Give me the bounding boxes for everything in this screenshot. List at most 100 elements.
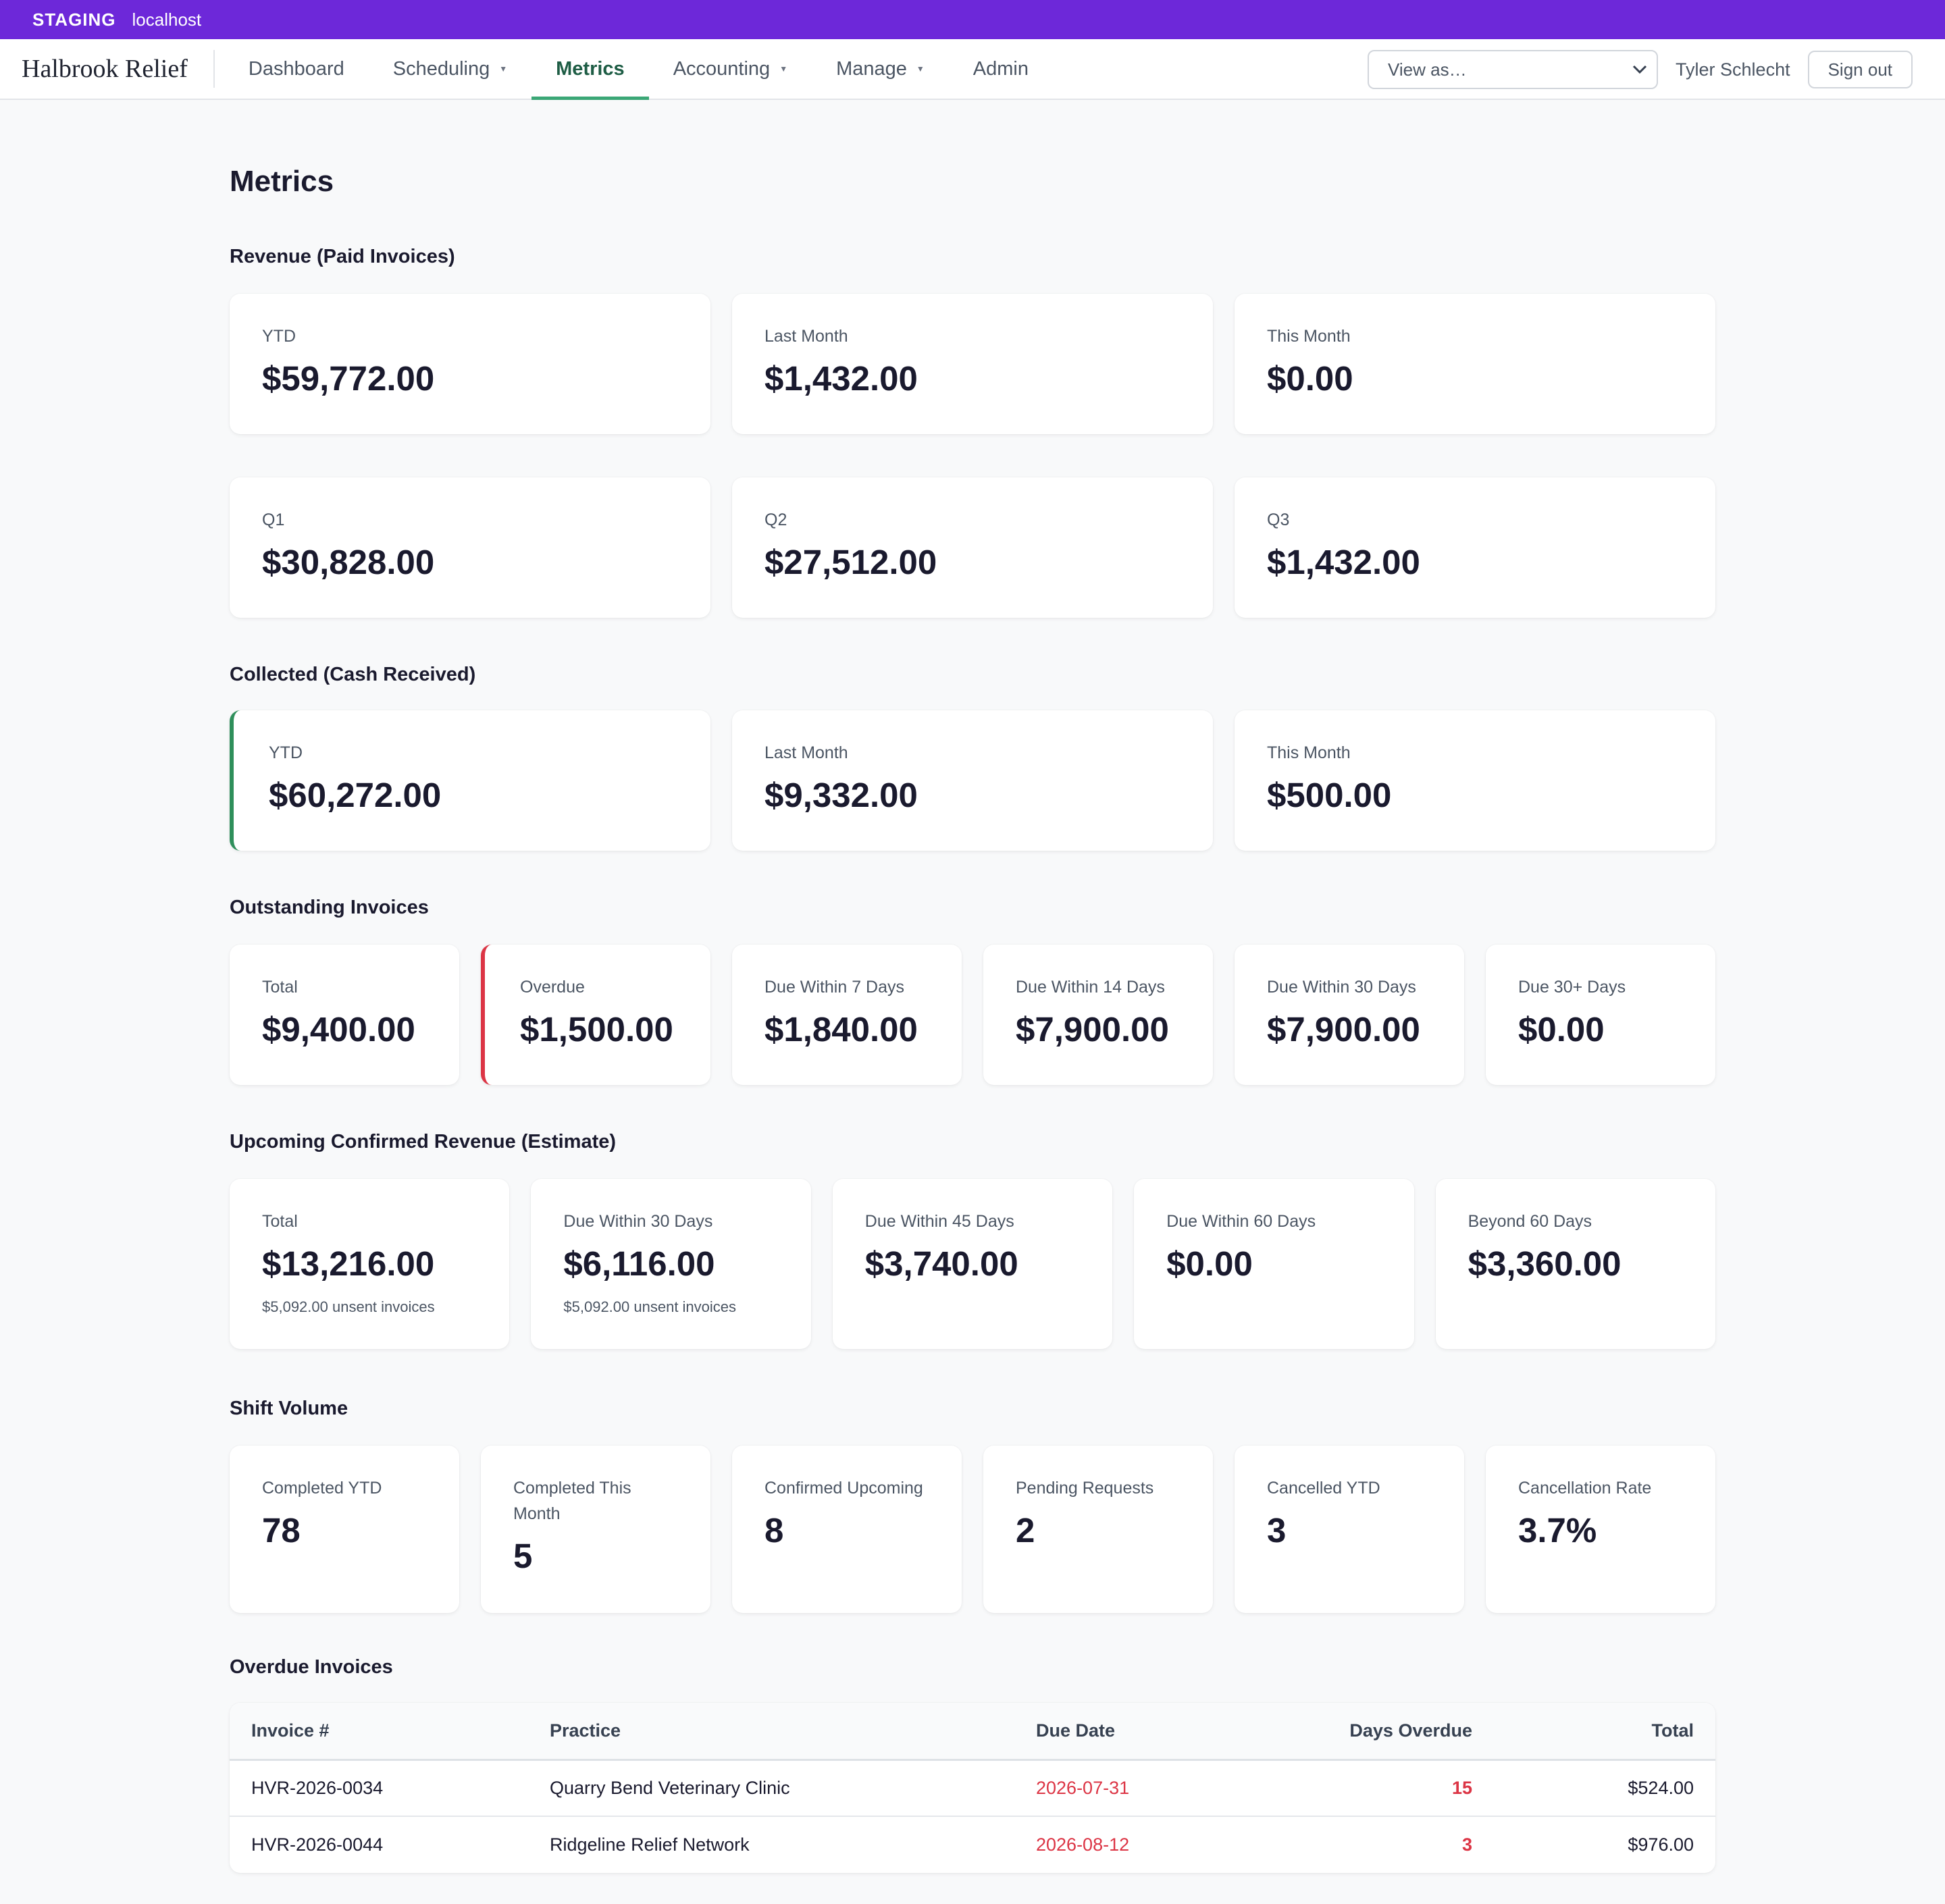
overdue-table: Invoice # Practice Due Date Days Overdue… xyxy=(230,1703,1715,1873)
metric-label: Due Within 7 Days xyxy=(764,978,905,997)
metric-value: $1,432.00 xyxy=(764,359,918,398)
section-title-upcoming: Upcoming Confirmed Revenue (Estimate) xyxy=(230,1131,617,1153)
table-row[interactable]: HVR-2026-0034 Quarry Bend Veterinary Cli… xyxy=(230,1760,1715,1817)
brand-logo[interactable]: Halbrook Relief xyxy=(0,50,215,88)
metric-value: $60,272.00 xyxy=(269,776,442,814)
section-title-shifts: Shift Volume xyxy=(230,1398,348,1419)
table-header-row: Invoice # Practice Due Date Days Overdue… xyxy=(230,1703,1715,1761)
metric-value: $6,116.00 xyxy=(563,1244,715,1283)
metric-card: Due Within 30 Days $6,116.00 $5,092.00 u… xyxy=(531,1179,811,1349)
metric-card: Q2 $27,512.00 xyxy=(732,477,1213,618)
column-header-total: Total xyxy=(1494,1703,1715,1761)
column-header-practice: Practice xyxy=(528,1703,1014,1761)
column-header-days-overdue: Days Overdue xyxy=(1264,1703,1494,1761)
metric-value: $500.00 xyxy=(1267,776,1392,814)
days-overdue: 15 xyxy=(1264,1760,1494,1817)
section-title-outstanding: Outstanding Invoices xyxy=(230,897,429,918)
metric-label: Q2 xyxy=(764,510,787,529)
metric-label: Due Within 30 Days xyxy=(563,1212,713,1231)
metric-label: Last Month xyxy=(764,327,848,346)
metric-card: Cancellation Rate 3.7% xyxy=(1486,1446,1715,1613)
invoice-total: $524.00 xyxy=(1494,1760,1715,1817)
user-name[interactable]: Tyler Schlecht xyxy=(1676,59,1790,80)
nav-item-manage[interactable]: Manage ▼ xyxy=(812,39,949,99)
view-as-value: View as… xyxy=(1388,59,1467,80)
section-title-revenue: Revenue (Paid Invoices) xyxy=(230,246,455,267)
metric-card: This Month $0.00 xyxy=(1235,294,1715,434)
metric-label: Due 30+ Days xyxy=(1518,978,1626,997)
metric-label: Due Within 45 Days xyxy=(864,1212,1014,1231)
days-overdue: 3 xyxy=(1461,1834,1472,1855)
invoice-number[interactable]: HVR-2026-0044 xyxy=(251,1834,384,1855)
metric-value: 2 xyxy=(1016,1511,1035,1550)
revenue-row-1: YTD $59,772.00 Last Month $1,432.00 This… xyxy=(230,294,1715,434)
revenue-row-2: Q1 $30,828.00 Q2 $27,512.00 Q3 $1,432.00 xyxy=(230,477,1715,618)
nav-item-scheduling[interactable]: Scheduling ▼ xyxy=(369,39,531,99)
metric-card: Due Within 30 Days $7,900.00 xyxy=(1235,945,1464,1085)
metric-label: Cancelled YTD xyxy=(1267,1479,1380,1498)
page-title: Metrics xyxy=(230,165,334,198)
metric-label: Completed This Month xyxy=(513,1479,631,1523)
metric-value: $7,900.00 xyxy=(1267,1010,1420,1049)
metric-value: $30,828.00 xyxy=(262,543,435,581)
nav-item-accounting[interactable]: Accounting ▼ xyxy=(649,39,812,99)
metric-value: $9,400.00 xyxy=(262,1010,415,1049)
nav-item-label: Dashboard xyxy=(248,57,344,80)
metric-label: YTD xyxy=(269,743,303,762)
caret-down-icon: ▼ xyxy=(779,64,788,74)
metric-label: Due Within 14 Days xyxy=(1016,978,1165,997)
metric-value: $27,512.00 xyxy=(764,543,937,581)
metric-label: Due Within 30 Days xyxy=(1267,978,1416,997)
nav-item-label: Scheduling xyxy=(392,57,490,80)
nav-item-label: Admin xyxy=(972,57,1029,80)
metric-card: Last Month $1,432.00 xyxy=(732,294,1213,434)
metric-card: Completed This Month 5 xyxy=(481,1446,710,1613)
metric-value: 78 xyxy=(262,1511,301,1550)
metric-value: $0.00 xyxy=(1518,1010,1605,1049)
metric-label: Completed YTD xyxy=(262,1479,382,1498)
view-as-select[interactable]: View as… xyxy=(1368,50,1659,89)
metric-value: 3.7% xyxy=(1518,1511,1597,1550)
caret-down-icon: ▼ xyxy=(499,64,508,74)
metric-value: $9,332.00 xyxy=(764,776,918,814)
column-header-invoice: Invoice # xyxy=(230,1703,528,1761)
nav-item-metrics[interactable]: Metrics xyxy=(531,39,649,100)
nav-item-dashboard[interactable]: Dashboard xyxy=(224,39,369,99)
metric-card: Due 30+ Days $0.00 xyxy=(1486,945,1715,1085)
nav-item-label: Accounting xyxy=(673,57,771,80)
metric-card: YTD $60,272.00 xyxy=(230,710,710,851)
metric-value: 3 xyxy=(1267,1511,1287,1550)
metric-label: Q3 xyxy=(1267,510,1290,529)
due-date: 2026-08-12 xyxy=(1036,1834,1130,1855)
nav-item-admin[interactable]: Admin xyxy=(949,39,1053,99)
metric-label: Confirmed Upcoming xyxy=(764,1479,923,1498)
metric-card: Last Month $9,332.00 xyxy=(732,710,1213,851)
staging-bar: STAGING localhost xyxy=(0,0,1945,39)
metric-value: $59,772.00 xyxy=(262,359,435,398)
nav-right: View as… Tyler Schlecht Sign out xyxy=(1368,50,1913,89)
outstanding-row: Total $9,400.00 Overdue $1,500.00 Due Wi… xyxy=(230,945,1715,1085)
practice-name: Quarry Bend Veterinary Clinic xyxy=(528,1760,1014,1817)
metric-card: Completed YTD 78 xyxy=(230,1446,459,1613)
metric-card: YTD $59,772.00 xyxy=(230,294,710,434)
metric-label: This Month xyxy=(1267,743,1351,762)
staging-tag: STAGING xyxy=(32,9,116,30)
nav-item-label: Metrics xyxy=(556,57,625,80)
invoice-total: $976.00 xyxy=(1628,1834,1694,1855)
practice-name: Ridgeline Relief Network xyxy=(550,1834,750,1855)
nav-item-label: Manage xyxy=(836,57,907,80)
table-row[interactable]: HVR-2026-0044 Ridgeline Relief Network 2… xyxy=(230,1816,1715,1873)
sign-out-button[interactable]: Sign out xyxy=(1807,51,1913,88)
upcoming-row: Total $13,216.00 $5,092.00 unsent invoic… xyxy=(230,1179,1715,1349)
metric-label: Due Within 60 Days xyxy=(1166,1212,1316,1231)
metric-card: Due Within 45 Days $3,740.00 xyxy=(832,1179,1113,1349)
metric-card: Due Within 7 Days $1,840.00 xyxy=(732,945,962,1085)
metric-card: Overdue $1,500.00 xyxy=(481,945,710,1085)
caret-down-icon: ▼ xyxy=(916,64,925,74)
section-title-collected: Collected (Cash Received) xyxy=(230,664,476,685)
nav-items: Dashboard Scheduling ▼ Metrics Accountin… xyxy=(224,39,1053,100)
metric-label: Beyond 60 Days xyxy=(1468,1212,1592,1231)
metric-label: Total xyxy=(262,978,298,997)
invoice-number[interactable]: HVR-2026-0034 xyxy=(230,1760,528,1817)
column-header-due-date: Due Date xyxy=(1014,1703,1264,1761)
